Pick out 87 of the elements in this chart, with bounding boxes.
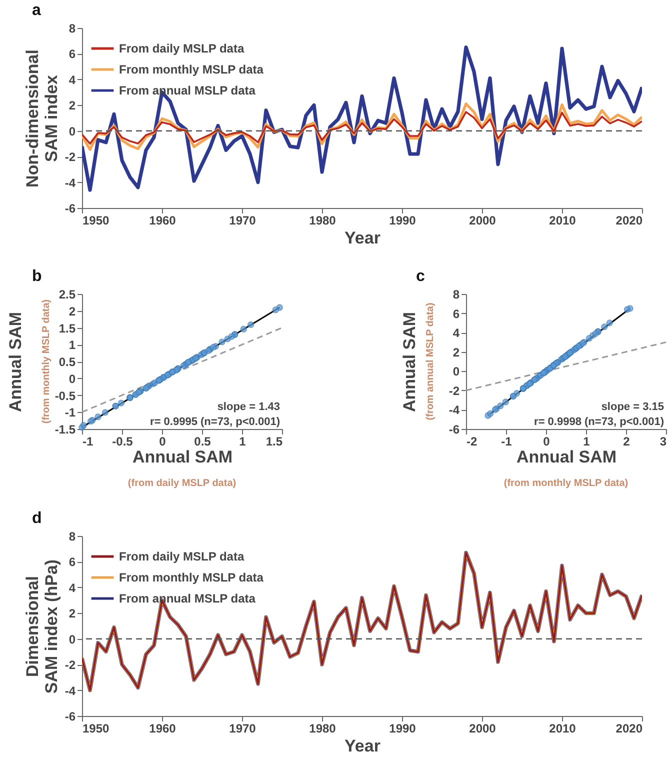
x-axis-title: Year [344, 228, 381, 248]
x-tick-label: 2010 [549, 214, 576, 228]
legend-label: From monthly MSLP data [119, 570, 264, 584]
legend-label: From annual MSLP data [119, 84, 256, 98]
x-tick-label: 1980 [309, 722, 336, 736]
y-tick-label: -6 [448, 422, 460, 436]
y-tick-label: -2 [64, 658, 76, 672]
text: (from monthly MSLP data) [504, 478, 628, 489]
x-tick-label: -0.5 [112, 434, 134, 448]
annotation: r= 0.9998 (n=73, p<0.001) [534, 416, 664, 428]
y-tick-label: 1 [68, 338, 76, 352]
y-tick-label: 8 [452, 288, 460, 302]
x-tick-label: 2020 [616, 214, 643, 228]
y-tick-label: 0.5 [58, 355, 76, 369]
y-tick-label: 1.5 [58, 321, 76, 336]
y-tick-label: -4 [448, 403, 460, 418]
chart-title: c [416, 268, 425, 285]
annotation: slope = 3.15 [601, 401, 664, 413]
y-axis-title: Non-dimensional SAM index [22, 50, 61, 188]
x-axis-title: Annual SAM [132, 448, 233, 466]
y-tick-label: 4 [452, 326, 460, 340]
y-axis-title: Dimensional SAM index (hPa) [22, 559, 61, 694]
x-tick-label: 1 [239, 434, 246, 448]
y-tick-label: 0 [68, 632, 76, 646]
y-tick-label: 2 [68, 606, 76, 621]
y-tick-label: 2 [68, 98, 76, 113]
x-axis-title: Year [344, 736, 381, 756]
x-tick-label: 1980 [309, 214, 336, 228]
x-tick-label: 3 [660, 434, 667, 448]
text: (from annual MSLP data) [425, 302, 436, 420]
x-tick-label: 1.5 [266, 434, 283, 448]
annotation: slope = 1.43 [217, 401, 280, 413]
y-axis-title: Annual SAM [6, 312, 25, 412]
text: (from daily MSLP data) [128, 478, 236, 489]
x-tick-label: 1950 [82, 722, 110, 736]
x-tick-label: 0.5 [194, 434, 212, 448]
x-tick-label: 0 [159, 434, 166, 448]
y-tick-label: 0 [68, 124, 76, 138]
x-tick-label: 1950 [82, 214, 110, 228]
x-tick-label: -1 [501, 434, 512, 448]
y-tick-label: 6 [452, 306, 460, 321]
y-tick-label: -2 [64, 150, 76, 164]
legend-label: From annual MSLP data [119, 592, 256, 606]
y-tick-label: 6 [68, 47, 76, 62]
y-tick-label: -6 [64, 202, 76, 216]
x-tick-label: 2000 [469, 214, 496, 228]
y-tick-label: -4 [64, 176, 76, 190]
y-tick-label: 8 [68, 22, 76, 36]
legend-label: From daily MSLP data [119, 550, 244, 564]
x-tick-label: 2020 [616, 722, 643, 736]
x-tick-label: 2000 [469, 722, 496, 736]
x-axis-title: Annual SAM [516, 448, 617, 466]
x-tick-label: 2 [623, 434, 630, 448]
y-tick-label: -1.5 [54, 422, 76, 436]
x-tick-label: 1960 [149, 214, 176, 228]
y-tick-label: 0 [452, 364, 460, 379]
x-tick-label: 1970 [229, 722, 256, 736]
y-tick-label: 8 [68, 530, 76, 544]
y-axis-title: Annual SAM [400, 312, 419, 412]
y-tick-label: 0 [68, 372, 76, 386]
x-tick-label: 2010 [549, 722, 576, 736]
chart-title: a [32, 2, 41, 19]
legend-label: From daily MSLP data [119, 42, 244, 56]
y-tick-label: -4 [64, 684, 76, 698]
y-tick-label: -0.5 [54, 388, 76, 403]
y-tick-label: 2 [68, 304, 76, 318]
x-tick-label: 1960 [149, 722, 176, 736]
chart-title: d [32, 510, 42, 527]
legend-label: From monthly MSLP data [119, 62, 264, 76]
x-tick-label: 1 [583, 434, 590, 448]
y-tick-label: 2 [452, 345, 460, 360]
y-tick-label: -1 [64, 406, 76, 420]
y-tick-label: 2.5 [58, 288, 76, 302]
y-tick-label: -6 [64, 710, 76, 724]
x-tick-label: 0 [543, 434, 550, 448]
x-tick-label: -2 [466, 434, 478, 448]
x-tick-label: 1970 [229, 214, 256, 228]
text: (from monthly MSLP data) [41, 299, 52, 424]
y-tick-label: 4 [68, 580, 76, 595]
annotation: r= 0.9995 (n=73, p<0.001) [150, 416, 280, 428]
x-tick-label: 1990 [389, 214, 416, 228]
y-tick-label: -2 [448, 384, 460, 398]
y-tick-label: 6 [68, 555, 76, 570]
x-tick-label: -1 [82, 434, 94, 448]
x-tick-label: 1990 [389, 722, 416, 736]
chart-title: b [32, 268, 42, 285]
y-tick-label: 4 [68, 72, 76, 87]
